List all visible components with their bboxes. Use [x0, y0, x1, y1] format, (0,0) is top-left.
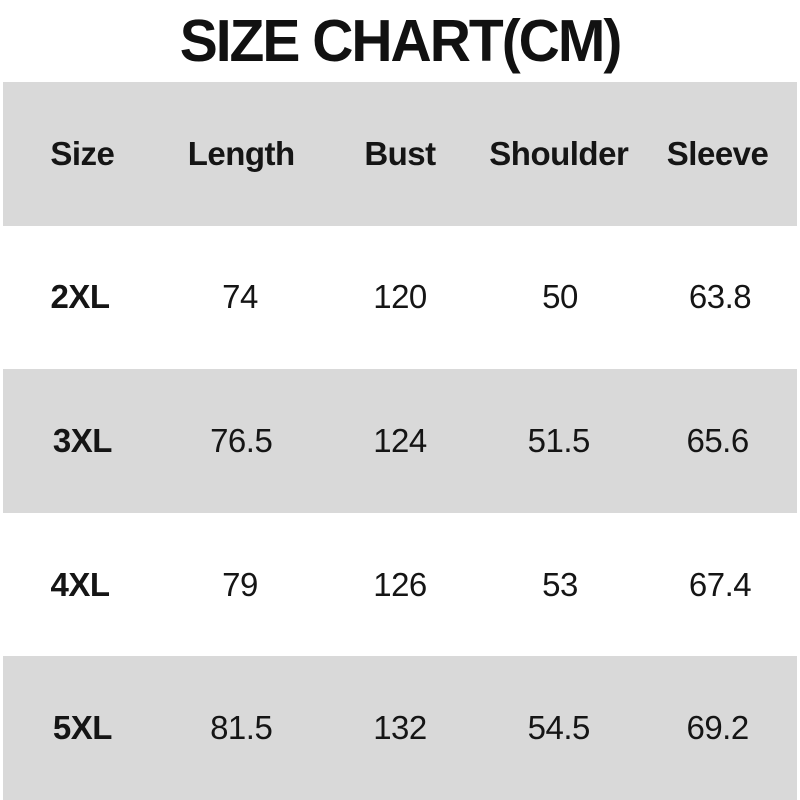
sleeve-cell: 67.4	[688, 565, 752, 603]
length-cell: 79	[222, 565, 258, 603]
col-header-length: Length	[187, 134, 295, 172]
col-header-bust: Bust	[364, 134, 436, 172]
shoulder-cell: 50	[542, 278, 578, 316]
bust-cell: 126	[373, 565, 427, 603]
length-cell: 74	[222, 278, 258, 316]
sleeve-cell: 63.8	[688, 278, 752, 316]
table-row-2xl: 2XL 74 120 50 63.8	[0, 226, 800, 370]
size-cell: 2XL	[50, 278, 110, 316]
page-title: SIZE CHART(CM)	[179, 7, 623, 75]
table-row-4xl: 4XL 79 126 53 67.4	[0, 513, 800, 657]
sleeve-cell: 65.6	[686, 421, 749, 459]
table-row-3xl: 3XL 76.5 124 51.5 65.6	[3, 369, 797, 513]
size-cell: 5XL	[52, 709, 113, 747]
shoulder-cell: 51.5	[527, 421, 591, 459]
col-header-size: Size	[50, 134, 115, 172]
size-table: Size Length Bust Shoulder Sleeve 2XL 74 …	[0, 82, 800, 800]
shoulder-cell: 54.5	[527, 709, 591, 747]
bust-cell: 120	[373, 278, 427, 316]
bust-cell: 124	[373, 421, 427, 459]
length-cell: 76.5	[210, 421, 273, 459]
table-header-row: Size Length Bust Shoulder Sleeve	[3, 82, 797, 226]
size-cell: 3XL	[52, 421, 113, 459]
table-row-5xl: 5XL 81.5 132 54.5 69.2	[3, 656, 797, 800]
shoulder-cell: 53	[542, 565, 578, 603]
sleeve-cell: 69.2	[686, 709, 749, 747]
col-header-sleeve: Sleeve	[666, 134, 769, 172]
bust-cell: 132	[373, 709, 427, 747]
length-cell: 81.5	[210, 709, 273, 747]
size-cell: 4XL	[50, 565, 110, 603]
col-header-shoulder: Shoulder	[489, 134, 629, 172]
